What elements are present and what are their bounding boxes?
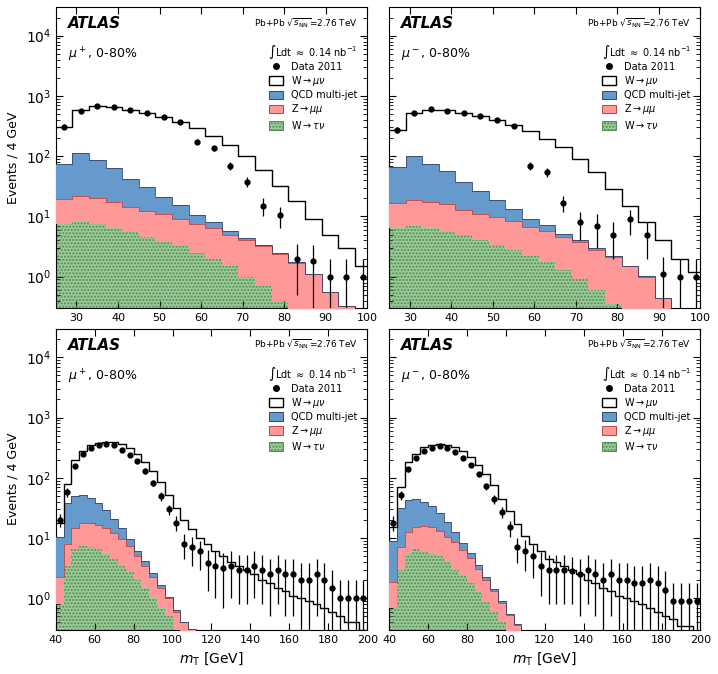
Legend: Data 2011, W$\rightarrow\mu\nu$, QCD multi-jet, Z$\rightarrow\mu\mu$, W$\rightar: Data 2011, W$\rightarrow\mu\nu$, QCD mul… (266, 60, 359, 133)
Text: Pb+Pb $\sqrt{s_{\rm NN}}$=2.76 TeV: Pb+Pb $\sqrt{s_{\rm NN}}$=2.76 TeV (254, 338, 358, 350)
Text: ATLAS: ATLAS (401, 16, 454, 31)
Text: $\mu^+$, 0-80%: $\mu^+$, 0-80% (68, 46, 138, 65)
Legend: Data 2011, W$\rightarrow\mu\nu$, QCD multi-jet, Z$\rightarrow\mu\mu$, W$\rightar: Data 2011, W$\rightarrow\mu\nu$, QCD mul… (600, 381, 693, 454)
Legend: Data 2011, W$\rightarrow\mu\nu$, QCD multi-jet, Z$\rightarrow\mu\mu$, W$\rightar: Data 2011, W$\rightarrow\mu\nu$, QCD mul… (600, 60, 693, 133)
Text: $\mu^+$, 0-80%: $\mu^+$, 0-80% (68, 368, 138, 386)
Text: $\int$Ldt $\approx$ 0.14 nb$^{-1}$: $\int$Ldt $\approx$ 0.14 nb$^{-1}$ (269, 365, 358, 383)
Y-axis label: Events / 4 GeV: Events / 4 GeV (7, 433, 20, 526)
Text: Pb+Pb $\sqrt{s_{\rm NN}}$=2.76 TeV: Pb+Pb $\sqrt{s_{\rm NN}}$=2.76 TeV (587, 16, 691, 28)
Text: $\mu^-$, 0-80%: $\mu^-$, 0-80% (401, 46, 471, 62)
Text: $\int$Ldt $\approx$ 0.14 nb$^{-1}$: $\int$Ldt $\approx$ 0.14 nb$^{-1}$ (602, 43, 691, 61)
Text: Pb+Pb $\sqrt{s_{\rm NN}}$=2.76 TeV: Pb+Pb $\sqrt{s_{\rm NN}}$=2.76 TeV (254, 16, 358, 28)
Text: ATLAS: ATLAS (401, 338, 454, 353)
Y-axis label: Events / 4 GeV: Events / 4 GeV (7, 111, 20, 204)
Text: Pb+Pb $\sqrt{s_{\rm NN}}$=2.76 TeV: Pb+Pb $\sqrt{s_{\rm NN}}$=2.76 TeV (587, 338, 691, 350)
Text: $\mu^-$, 0-80%: $\mu^-$, 0-80% (401, 368, 471, 384)
Text: ATLAS: ATLAS (68, 16, 121, 31)
Text: $\int$Ldt $\approx$ 0.14 nb$^{-1}$: $\int$Ldt $\approx$ 0.14 nb$^{-1}$ (269, 43, 358, 61)
Text: $\int$Ldt $\approx$ 0.14 nb$^{-1}$: $\int$Ldt $\approx$ 0.14 nb$^{-1}$ (602, 365, 691, 383)
Text: ATLAS: ATLAS (68, 338, 121, 353)
Legend: Data 2011, W$\rightarrow\mu\nu$, QCD multi-jet, Z$\rightarrow\mu\mu$, W$\rightar: Data 2011, W$\rightarrow\mu\nu$, QCD mul… (266, 381, 359, 454)
X-axis label: $m_{\rm T}$ [GeV]: $m_{\rm T}$ [GeV] (513, 650, 577, 667)
X-axis label: $m_{\rm T}$ [GeV]: $m_{\rm T}$ [GeV] (179, 650, 244, 667)
